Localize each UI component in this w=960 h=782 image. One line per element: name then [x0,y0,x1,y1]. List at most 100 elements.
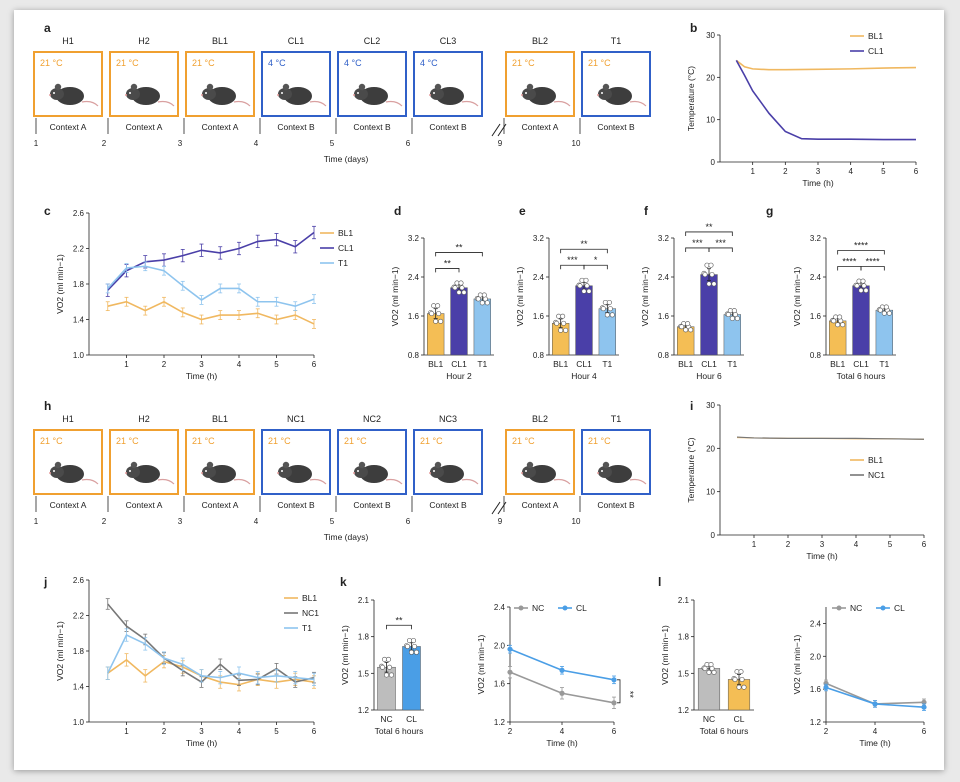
y-axis-label: VO2 (ml min−1) [390,266,400,326]
x-tick-label: 5 [274,360,279,369]
mouse-head [126,466,140,478]
y-tick-label: 1.6 [533,312,545,321]
x-axis-label: Total 6 hours [700,726,749,736]
data-dot [429,311,435,317]
condition-label: H2 [138,36,150,46]
day-label: 1 [34,517,39,526]
y-tick-label: 10 [706,488,715,497]
mouse-ear [526,461,534,469]
figure-card: a b c d e f g h i j k l H1 21 °C Context A 1 H2 21 °C Cont… [14,10,944,770]
data-point [611,677,617,683]
y-axis-label: VO2 (ml min−1) [476,634,486,694]
x-tick-label: 2 [162,360,167,369]
mouse-icon [49,461,99,485]
mouse-icon [521,83,571,107]
y-tick-label: 3.2 [658,234,670,243]
data-dot [609,312,615,318]
data-dot [413,649,419,655]
data-dot [854,283,860,289]
y-tick-label: 0.8 [533,351,545,360]
condition-box [581,51,651,117]
panel-letter-h: h [44,399,51,413]
data-dot [383,672,389,678]
mouse-icon [277,461,327,485]
mouse-head [354,88,368,100]
data-dot [475,296,481,302]
data-dot [436,311,442,317]
x-tick-label: 2 [162,727,167,736]
mouse-eye [525,92,527,94]
legend-label: CL [894,603,905,613]
data-dot [484,300,490,306]
x-tick-label: 5 [881,167,886,176]
y-tick-label: 1.4 [73,683,85,692]
y-tick-label: 1.5 [358,669,370,678]
data-dot [860,278,866,284]
context-label: Context A [202,500,239,510]
panel-letter-g: g [766,204,773,218]
significance-label: *** [692,238,703,248]
bar-cl1 [852,285,870,356]
mouse-eye [281,92,283,94]
mouse-head [126,88,140,100]
temperature-label: 21 °C [512,436,535,446]
x-tick-label: 3 [199,360,204,369]
mouse-ear [434,461,442,469]
temperature-label: 21 °C [268,436,291,446]
series-line-nc1 [736,436,925,440]
mouse-nose [201,94,203,96]
mouse-eye [433,92,435,94]
x-tick-label: 5 [888,540,893,549]
data-dot [435,303,441,309]
series-line-cl [509,648,615,681]
category-label: CL1 [701,359,717,369]
y-tick-label: 1.4 [73,316,85,325]
mouse-nose [597,94,599,96]
chart-e: 0.8 1.6 2.4 3.2 BL1 CL1 T1 Hour 4 VO2 (ml min−1)… [515,234,619,381]
y-tick-label: 2.4 [408,273,420,282]
data-dot [886,310,892,316]
y-tick-label: 2.1 [678,596,690,605]
condition-box [413,51,483,117]
panel-letter-f: f [644,204,649,218]
day-label: 4 [254,517,259,526]
series-line-t1 [107,265,315,308]
temperature-label: 21 °C [588,58,611,68]
y-tick-label: 1.2 [678,706,690,715]
temperature-label: 21 °C [512,58,535,68]
legend-marker [518,605,524,611]
y-tick-label: 2.6 [73,576,85,585]
data-point [823,680,829,686]
temperature-label: 21 °C [116,436,139,446]
significance-label: **** [842,256,857,266]
significance-bracket [435,252,483,257]
mouse-head [50,88,64,100]
data-dot [583,277,589,283]
legend-marker [836,605,842,611]
y-tick-label: 0.8 [810,351,822,360]
condition-box [33,429,103,495]
mouse-head [202,88,216,100]
y-axis-label: VO2 (ml min−1) [55,254,65,314]
category-label: BL1 [830,359,845,369]
context-label: Context B [277,500,315,510]
y-tick-label: 1.6 [408,312,420,321]
mouse-nose [597,472,599,474]
y-tick-label: 1.0 [73,351,85,360]
legend-marker [562,605,568,611]
x-tick-label: 2 [508,727,513,736]
day-label: 3 [178,517,183,526]
data-dot [706,669,712,675]
condition-box [505,51,575,117]
data-point [921,704,927,710]
y-tick-label: 2.2 [73,245,85,254]
condition-label: BL2 [532,36,548,46]
significance-label: ** [395,615,403,625]
data-dot [561,320,567,326]
temperature-label: 21 °C [116,58,139,68]
y-tick-label: 1.0 [73,718,85,727]
x-axis-label: Time (h) [186,738,217,748]
data-dot [581,288,587,294]
day-label: 3 [178,139,183,148]
condition-label: CL2 [364,36,381,46]
